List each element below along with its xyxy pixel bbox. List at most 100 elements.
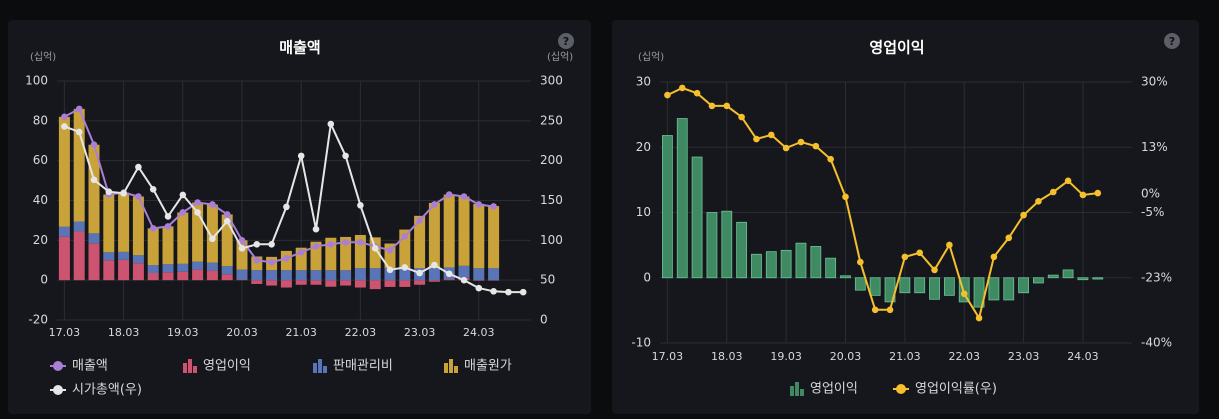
line-marker <box>135 163 142 171</box>
bar <box>958 277 970 303</box>
bar <box>58 116 70 227</box>
y-tick-label: 0 <box>40 273 48 287</box>
line-marker <box>194 199 201 206</box>
bar <box>147 228 159 266</box>
y-tick-label: 0 <box>643 270 651 284</box>
line-marker <box>475 201 483 208</box>
bar <box>221 214 233 267</box>
bar <box>73 231 85 281</box>
line-marker <box>312 243 320 250</box>
y2-tick-label: -40% <box>1141 336 1172 350</box>
bar <box>177 271 189 281</box>
legend-icon <box>454 366 458 373</box>
line-marker <box>990 253 998 261</box>
bar <box>384 280 396 287</box>
line-marker <box>753 135 760 143</box>
bar <box>414 215 426 269</box>
line-marker <box>297 248 305 256</box>
bar <box>236 279 248 281</box>
bar <box>840 275 851 279</box>
x-tick-label: 24.03 <box>1067 350 1099 363</box>
line-marker <box>179 209 187 216</box>
line-marker <box>342 152 349 160</box>
bar <box>340 270 352 281</box>
bar <box>473 268 485 281</box>
y-unit: (십억) <box>30 51 56 63</box>
bar <box>162 272 174 281</box>
y2-unit: (십억) <box>547 51 573 63</box>
bar <box>399 229 411 269</box>
bar <box>280 270 292 281</box>
line-marker <box>90 141 98 149</box>
legend-icon <box>800 389 804 396</box>
bar <box>206 262 218 271</box>
x-tick-label: 17.03 <box>652 350 684 363</box>
line-marker <box>1005 234 1013 242</box>
legend-icon <box>449 359 453 373</box>
line-marker <box>194 209 201 216</box>
bar <box>88 233 100 244</box>
line-marker <box>61 113 68 121</box>
bar <box>369 237 381 269</box>
x-tick-label: 21.03 <box>889 350 921 363</box>
bar <box>132 196 144 256</box>
legend-label: 매출원가 <box>464 359 512 374</box>
line-marker <box>664 91 671 99</box>
line-marker <box>490 288 497 295</box>
bar <box>73 108 85 222</box>
legend-label: 판매관리비 <box>333 359 393 374</box>
line-marker <box>416 269 423 277</box>
line-marker <box>431 201 438 208</box>
y2-tick-label: 50 <box>540 273 555 287</box>
line-marker <box>327 120 335 128</box>
bar <box>192 269 204 281</box>
bar <box>325 280 337 287</box>
bar <box>1092 277 1104 280</box>
y-tick-label: 20 <box>636 140 651 154</box>
bar <box>192 202 204 262</box>
bar <box>488 206 500 269</box>
y-tick-label: 10 <box>636 205 651 219</box>
bar <box>58 236 70 281</box>
bar <box>1003 277 1015 301</box>
line-marker <box>253 256 261 264</box>
x-tick-label: 22.03 <box>345 326 377 339</box>
line-marker <box>871 306 879 314</box>
bar <box>132 255 144 264</box>
bar <box>236 240 248 270</box>
line-marker <box>327 241 335 248</box>
line-marker <box>253 241 261 248</box>
line-marker <box>723 102 731 110</box>
help-icon-text: ? <box>563 35 569 48</box>
line-marker <box>1020 211 1027 219</box>
y-tick-label: 100 <box>25 74 48 88</box>
line-marker <box>475 284 483 292</box>
line-marker <box>223 217 231 225</box>
y2-tick-label: 13% <box>1141 140 1168 154</box>
x-tick-label: 24.03 <box>463 326 495 339</box>
line-marker <box>238 237 246 244</box>
legend-icon <box>896 384 906 394</box>
y-tick-label: -10 <box>631 336 651 350</box>
bar <box>295 270 307 281</box>
line-marker <box>812 142 820 150</box>
bar <box>147 272 159 281</box>
bar <box>765 251 777 279</box>
bar <box>221 266 233 275</box>
line-marker <box>209 235 216 243</box>
bar <box>428 202 440 269</box>
y2-tick-label: -23% <box>1141 270 1172 284</box>
line-marker <box>401 264 409 271</box>
panel <box>612 20 1199 414</box>
bar <box>251 270 263 281</box>
line-marker <box>209 201 216 208</box>
line-marker <box>445 270 453 278</box>
bar <box>221 274 233 281</box>
chart-title: 매출액 <box>279 39 320 57</box>
bar <box>1077 277 1089 281</box>
y-tick-label: -20 <box>28 313 48 327</box>
line-marker <box>678 84 686 92</box>
line-marker <box>283 203 290 211</box>
line-marker <box>782 144 790 152</box>
